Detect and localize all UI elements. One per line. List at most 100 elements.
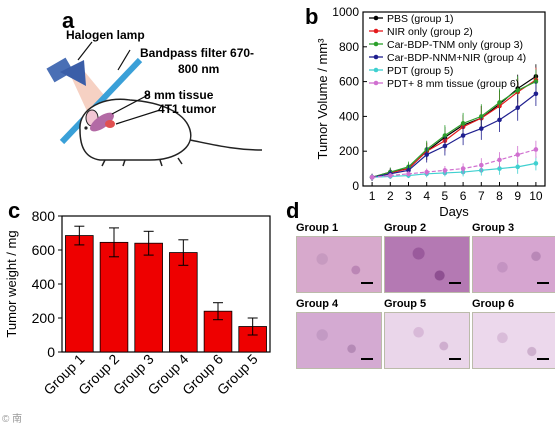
histology-image-group-3 — [472, 236, 555, 293]
data-point — [533, 91, 539, 97]
x-axis-label: Days — [439, 204, 469, 219]
x-tick-label: 2 — [387, 189, 394, 203]
scale-bar — [361, 358, 373, 360]
filter-plate — [59, 57, 143, 145]
histo-label-group-4: Group 4 — [296, 298, 339, 310]
data-point — [406, 171, 411, 177]
data-point — [515, 105, 520, 110]
y-tick-label: 600 — [32, 242, 56, 258]
x-tick-label: 6 — [460, 189, 467, 203]
filter-label-line2: 800 nm — [178, 62, 220, 76]
histology-image-group-6 — [472, 312, 555, 369]
series-line — [371, 75, 537, 178]
data-point — [369, 175, 375, 180]
series-5 — [369, 156, 539, 180]
x-tick-label: 1 — [369, 189, 376, 203]
tissue-label: 8 mm tissue — [144, 88, 214, 102]
histo-label-group-3: Group 3 — [472, 222, 515, 234]
mouse-illustration — [46, 41, 263, 167]
legend-entry: PBS (group 1) — [387, 13, 454, 25]
data-point — [533, 147, 539, 152]
y-tick-label: 800 — [32, 208, 56, 224]
y-tick-label: 400 — [339, 109, 359, 123]
y-tick-label: 200 — [339, 144, 359, 158]
data-point — [460, 166, 466, 171]
histology-image-group-4 — [296, 312, 382, 369]
data-point — [497, 117, 502, 123]
data-point — [424, 169, 429, 175]
filter-label-line1: Bandpass filter 670- — [140, 46, 255, 60]
legend-entry: PDT+ 8 mm tissue (group 6) — [387, 78, 519, 90]
data-point — [460, 121, 466, 126]
watermark: © 南 — [2, 414, 23, 425]
data-point — [424, 152, 429, 157]
legend-marker — [373, 41, 379, 47]
bar — [99, 241, 129, 353]
data-point — [515, 88, 520, 93]
arrow-halogen — [77, 41, 93, 61]
x-tick-label: 10 — [529, 189, 543, 203]
halogen-lamp-label: Halogen lamp — [66, 28, 145, 42]
data-point — [497, 157, 502, 163]
tissue-block — [90, 112, 114, 132]
panel-letter-d: d — [286, 198, 300, 223]
lamp-icon — [46, 57, 74, 83]
scale-bar — [449, 282, 461, 284]
y-tick-label: 600 — [339, 75, 359, 89]
scale-bar — [537, 358, 549, 360]
x-tick-label: 7 — [478, 189, 485, 203]
x-tick-label: 8 — [496, 189, 503, 203]
tumor-label: 4T1 tumor — [158, 102, 217, 116]
data-point — [515, 152, 520, 157]
legend-entry: NIR only (group 2) — [387, 26, 473, 38]
series-line — [371, 79, 537, 178]
data-point — [388, 173, 393, 178]
y-tick-label: 800 — [339, 40, 359, 54]
y-axis-label: Tumor Volume / mm³ — [315, 38, 330, 160]
data-point — [442, 168, 448, 173]
mouse-eye — [84, 126, 88, 130]
series-line — [371, 93, 537, 178]
mouse-legs — [101, 157, 183, 167]
y-tick-label: 200 — [32, 310, 56, 326]
series-line — [371, 81, 537, 178]
histology-image-group-2 — [384, 236, 470, 293]
series-4 — [369, 81, 539, 181]
legend-marker — [373, 28, 379, 34]
bar — [134, 242, 163, 353]
histo-label-group-6: Group 6 — [472, 298, 515, 310]
panel-letter-c: c — [8, 198, 21, 223]
bar — [65, 235, 94, 353]
panel-letter-a: a — [62, 8, 75, 33]
tumor-icon — [105, 120, 115, 128]
x-tick-label: 5 — [442, 189, 449, 203]
arrow-filter — [117, 49, 131, 71]
series-line — [372, 162, 537, 178]
data-point — [479, 162, 484, 168]
data-point — [533, 161, 539, 166]
arrow-tissue — [111, 93, 151, 115]
histology-image-group-1 — [296, 236, 382, 293]
panel-letter-b: b — [305, 4, 319, 29]
legend-entry: Car-BDP-TNM only (group 3) — [387, 39, 523, 51]
data-point — [442, 143, 448, 149]
panel-d-histology: Group 1 Group 2 Group 3 Group 4 Group 5 … — [296, 222, 555, 372]
data-point — [479, 114, 484, 119]
x-tick-label: 3 — [405, 189, 412, 203]
histo-label-group-1: Group 1 — [296, 222, 339, 234]
series-6 — [369, 140, 539, 180]
histo-label-group-5: Group 5 — [384, 298, 427, 310]
lamp-head — [60, 60, 86, 86]
scale-bar — [449, 358, 461, 360]
data-point — [515, 164, 520, 170]
histology-image-group-5 — [384, 312, 470, 369]
legend-marker — [373, 67, 379, 73]
data-point — [442, 133, 448, 138]
plot-frame — [362, 11, 546, 187]
y-tick-label: 400 — [32, 276, 56, 292]
tumor-volume-chart: 0 200 400 600 800 1000 1 2 3 4 5 6 7 8 9 10 Days Tumor Vo… — [315, 5, 546, 219]
x-tick-label: 9 — [514, 189, 521, 203]
legend-entry: Car-BDP-NNM+NIR (group 4) — [387, 52, 526, 64]
scale-bar — [537, 282, 549, 284]
